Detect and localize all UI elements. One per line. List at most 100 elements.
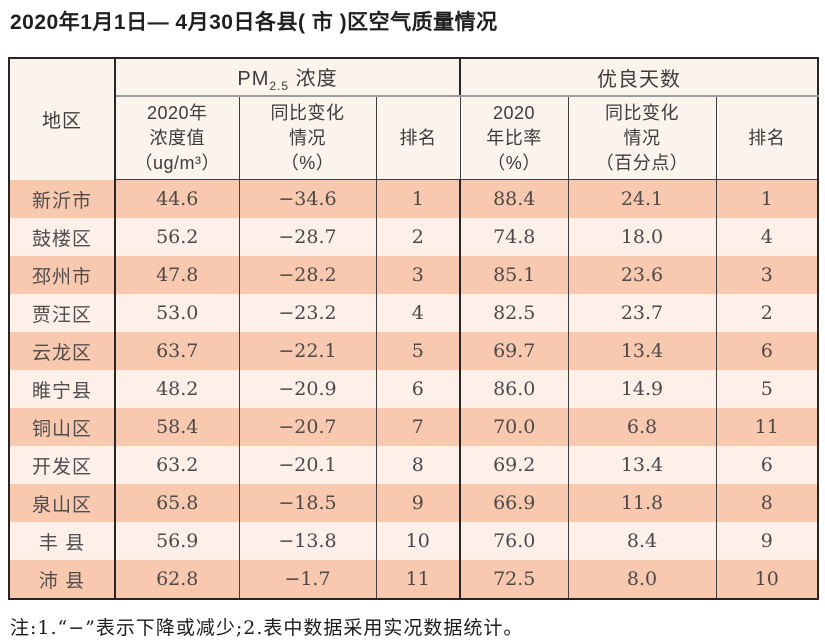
cell-pm-rank: 8 xyxy=(375,446,460,485)
cell-good-change: 13.4 xyxy=(567,332,716,371)
sub-header-row: 2020年 浓度值 （ug/m³） 同比变化 情况 （%） 排名 2020 年比… xyxy=(9,96,819,181)
table-row: 贾汪区 53.0 −23.2 4 82.5 23.7 2 xyxy=(9,294,819,333)
cell-pm-change: −20.9 xyxy=(238,370,376,409)
cell-region: 贾汪区 xyxy=(9,294,116,333)
cell-good-change: 14.9 xyxy=(567,370,716,409)
cell-pm-change: −13.8 xyxy=(238,522,376,561)
table-row: 鼓楼区 56.2 −28.7 2 74.8 18.0 4 xyxy=(9,218,819,257)
cell-pm-rank: 6 xyxy=(375,370,460,409)
cell-good-rank: 11 xyxy=(715,408,819,447)
cell-pm-value: 65.8 xyxy=(114,484,239,523)
cell-good-rank: 2 xyxy=(715,294,819,333)
cell-region: 邳州市 xyxy=(9,256,116,295)
cell-good-change: 6.8 xyxy=(567,408,716,447)
table-body: 新沂市 44.6 −34.6 1 88.4 24.1 1 鼓楼区 56.2 −28.7 2 74.8 1… xyxy=(9,179,819,600)
cell-good-ratio: 76.0 xyxy=(459,522,568,561)
cell-good-ratio: 82.5 xyxy=(459,294,568,333)
cell-good-change: 8.4 xyxy=(567,522,716,561)
column-group-pm25: PM2.5 浓度 xyxy=(115,58,460,98)
cell-pm-change: −28.7 xyxy=(238,218,376,257)
air-quality-table: 地区 PM2.5 浓度 优良天数 2020年 浓度值 （ug/m³） 同比变化 … xyxy=(8,57,820,601)
table-row: 沛 县 62.8 −1.7 11 72.5 8.0 10 xyxy=(9,560,819,600)
column-header-good-change: 同比变化 情况 （百分点） xyxy=(567,96,716,181)
pm25-label-prefix: PM xyxy=(237,67,270,90)
column-header-pm-value: 2020年 浓度值 （ug/m³） xyxy=(115,96,239,181)
cell-good-rank: 6 xyxy=(715,332,819,371)
cell-good-ratio: 69.7 xyxy=(459,332,568,371)
pm25-label-suffix: 浓度 xyxy=(289,67,338,90)
cell-good-change: 24.1 xyxy=(567,179,716,219)
cell-pm-value: 63.2 xyxy=(114,446,239,485)
cell-region: 鼓楼区 xyxy=(9,218,116,257)
table-header: 地区 PM2.5 浓度 优良天数 2020年 浓度值 （ug/m³） 同比变化 … xyxy=(9,58,819,181)
table-row: 睢宁县 48.2 −20.9 6 86.0 14.9 5 xyxy=(9,370,819,409)
cell-pm-value: 63.7 xyxy=(114,332,239,371)
cell-good-rank: 4 xyxy=(715,218,819,257)
cell-good-ratio: 88.4 xyxy=(459,179,568,219)
cell-region: 泉山区 xyxy=(9,484,116,523)
cell-good-ratio: 70.0 xyxy=(459,408,568,447)
column-header-good-ratio: 2020 年比率 （%） xyxy=(459,96,568,181)
cell-pm-value: 53.0 xyxy=(114,294,239,333)
cell-good-change: 23.6 xyxy=(567,256,716,295)
cell-pm-value: 47.8 xyxy=(114,256,239,295)
column-header-good-rank: 排名 xyxy=(715,96,819,181)
cell-good-change: 8.0 xyxy=(567,560,716,600)
cell-good-rank: 1 xyxy=(715,179,819,219)
footnote: 注:1.“−”表示下降或减少;2.表中数据采用实况数据统计。 xyxy=(10,617,524,640)
table-row: 邳州市 47.8 −28.2 3 85.1 23.6 3 xyxy=(9,256,819,295)
table-row: 新沂市 44.6 −34.6 1 88.4 24.1 1 xyxy=(9,179,819,219)
cell-good-rank: 6 xyxy=(715,446,819,485)
cell-region: 开发区 xyxy=(9,446,116,485)
cell-region: 云龙区 xyxy=(9,332,116,371)
cell-good-ratio: 85.1 xyxy=(459,256,568,295)
cell-pm-value: 44.6 xyxy=(114,179,239,219)
pm25-label-subscript: 2.5 xyxy=(269,78,290,93)
cell-pm-rank: 10 xyxy=(375,522,460,561)
column-header-pm-rank: 排名 xyxy=(375,96,460,181)
cell-pm-change: −34.6 xyxy=(238,179,376,219)
cell-pm-change: −20.7 xyxy=(238,408,376,447)
cell-pm-rank: 3 xyxy=(375,256,460,295)
page-title: 2020年1月1日— 4月30日各县( 市 )区空气质量情况 xyxy=(10,11,498,34)
column-header-pm-change: 同比变化 情况 （%） xyxy=(238,96,376,181)
cell-pm-change: −22.1 xyxy=(238,332,376,371)
cell-good-ratio: 86.0 xyxy=(459,370,568,409)
cell-pm-rank: 11 xyxy=(375,560,460,600)
column-group-good-days: 优良天数 xyxy=(458,58,819,98)
group-header-row: 地区 PM2.5 浓度 优良天数 xyxy=(9,58,819,180)
cell-good-ratio: 69.2 xyxy=(459,446,568,485)
cell-good-ratio: 66.9 xyxy=(459,484,568,523)
cell-pm-rank: 5 xyxy=(375,332,460,371)
cell-pm-value: 56.9 xyxy=(114,522,239,561)
cell-pm-rank: 2 xyxy=(375,218,460,257)
table-row: 开发区 63.2 −20.1 8 69.2 13.4 6 xyxy=(9,446,819,485)
cell-good-rank: 9 xyxy=(715,522,819,561)
cell-pm-value: 58.4 xyxy=(114,408,239,447)
cell-region: 新沂市 xyxy=(9,179,116,219)
cell-good-change: 18.0 xyxy=(567,218,716,257)
cell-pm-value: 56.2 xyxy=(114,218,239,257)
cell-pm-change: −1.7 xyxy=(238,560,376,600)
cell-good-ratio: 74.8 xyxy=(459,218,568,257)
cell-pm-rank: 4 xyxy=(375,294,460,333)
table-row: 铜山区 58.4 −20.7 7 70.0 6.8 11 xyxy=(9,408,819,447)
cell-pm-change: −23.2 xyxy=(238,294,376,333)
cell-good-rank: 5 xyxy=(715,370,819,409)
table-row: 云龙区 63.7 −22.1 5 69.7 13.4 6 xyxy=(9,332,819,371)
cell-good-rank: 8 xyxy=(715,484,819,523)
table-row: 丰 县 56.9 −13.8 10 76.0 8.4 9 xyxy=(9,522,819,561)
cell-good-rank: 3 xyxy=(715,256,819,295)
cell-pm-change: −20.1 xyxy=(238,446,376,485)
cell-good-change: 13.4 xyxy=(567,446,716,485)
cell-good-ratio: 72.5 xyxy=(459,560,568,600)
cell-region: 丰 县 xyxy=(9,522,116,561)
cell-good-change: 23.7 xyxy=(567,294,716,333)
cell-pm-value: 48.2 xyxy=(114,370,239,409)
cell-region: 沛 县 xyxy=(9,560,116,600)
cell-region: 铜山区 xyxy=(9,408,116,447)
cell-good-rank: 10 xyxy=(715,560,819,600)
cell-good-change: 11.8 xyxy=(567,484,716,523)
column-header-region: 地区 xyxy=(9,58,116,180)
